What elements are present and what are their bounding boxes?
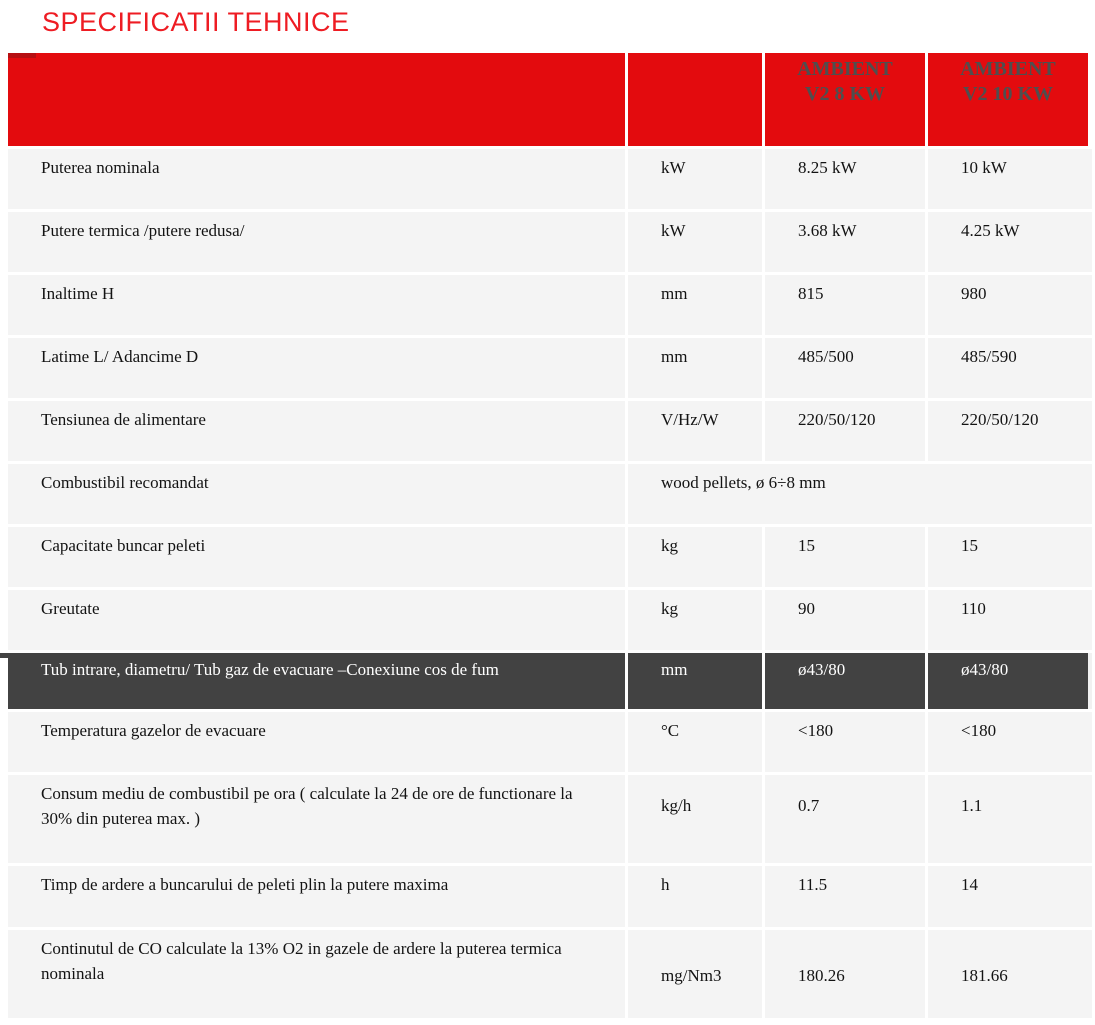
value-10kw-cell: 1.1 [928,775,1092,863]
table-row-fuel: Combustibil recomandat wood pellets, ø 6… [8,464,1095,524]
table-row: Latime L/ Adancime D mm 485/500 485/590 [8,338,1095,398]
header-edge-notch [8,53,36,58]
table-row: Timp de ardere a buncarului de peleti pl… [8,866,1095,927]
value-8kw-cell: ø43/80 [765,653,925,709]
value-8kw-cell: 220/50/120 [765,401,925,461]
unit-cell: kg/h [628,775,762,863]
unit-cell: mm [628,338,762,398]
table-row: Inaltime H mm 815 980 [8,275,1095,335]
table-row: Putere termica /putere redusa/ kW 3.68 k… [8,212,1095,272]
unit-cell: kW [628,149,762,209]
spec-name-cell: Capacitate buncar peleti [8,527,625,587]
unit-cell: kW [628,212,762,272]
value-10kw-cell: 4.25 kW [928,212,1092,272]
table-row: Temperatura gazelor de evacuare °C <180 … [8,712,1095,772]
dark-row-edge-notch [0,653,8,658]
table-row-highlighted: Tub intrare, diametru/ Tub gaz de evacua… [8,653,1095,709]
unit-cell: kg [628,590,762,650]
spec-name-cell: Inaltime H [8,275,625,335]
value-10kw-cell: 980 [928,275,1092,335]
header-product-b-line1: AMBIENT [960,58,1056,80]
unit-cell: V/Hz/W [628,401,762,461]
header-unit-cell [628,53,762,146]
value-10kw-cell: ø43/80 [928,653,1088,709]
value-8kw-cell: 8.25 kW [765,149,925,209]
table-row: Capacitate buncar peleti kg 15 15 [8,527,1095,587]
value-8kw-cell: 90 [765,590,925,650]
value-8kw-cell: <180 [765,712,925,772]
value-10kw-cell: 110 [928,590,1092,650]
unit-cell: mm [628,275,762,335]
spec-name-cell: Tub intrare, diametru/ Tub gaz de evacua… [8,653,625,709]
spec-name-cell: Consum mediu de combustibil pe ora ( cal… [8,775,625,863]
spec-name-cell: Greutate [8,590,625,650]
value-8kw-cell: 0.7 [765,775,925,863]
table-row: Consum mediu de combustibil pe ora ( cal… [8,775,1095,863]
header-product-a-line1: AMBIENT [797,58,893,80]
value-8kw-cell: 180.26 [765,930,925,1018]
table-row: Continutul de CO calculate la 13% O2 in … [8,930,1095,1018]
spec-name-cell: Latime L/ Adancime D [8,338,625,398]
unit-cell: h [628,866,762,927]
page-title: SPECIFICATII TEHNICE [42,7,350,37]
value-8kw-cell: 815 [765,275,925,335]
value-10kw-cell: <180 [928,712,1092,772]
value-8kw-cell: 3.68 kW [765,212,925,272]
unit-cell: mg/Nm3 [628,930,762,1018]
value-10kw-cell: 15 [928,527,1092,587]
value-10kw-cell: 14 [928,866,1092,927]
spec-table: AMBIENT V2 8 KW AMBIENT V2 10 KW Puterea… [0,53,1095,1018]
spec-name-cell: Puterea nominala [8,149,625,209]
unit-cell: °C [628,712,762,772]
header-product-b-line2: V2 10 KW [963,83,1053,105]
spec-name-cell: Combustibil recomandat [8,464,625,524]
table-row: Puterea nominala kW 8.25 kW 10 kW [8,149,1095,209]
spec-name-cell: Continutul de CO calculate la 13% O2 in … [8,930,625,1018]
table-row: Tensiunea de alimentare V/Hz/W 220/50/12… [8,401,1095,461]
merged-value-cell: wood pellets, ø 6÷8 mm [628,464,1092,524]
value-10kw-cell: 220/50/120 [928,401,1092,461]
spec-name-cell: Timp de ardere a buncarului de peleti pl… [8,866,625,927]
header-product-a: AMBIENT V2 8 KW [765,53,925,146]
table-header-row: AMBIENT V2 8 KW AMBIENT V2 10 KW [8,53,1095,146]
spec-name-cell: Putere termica /putere redusa/ [8,212,625,272]
header-product-a-line2: V2 8 KW [805,83,885,105]
value-10kw-cell: 10 kW [928,149,1092,209]
value-10kw-cell: 485/590 [928,338,1092,398]
value-8kw-cell: 485/500 [765,338,925,398]
spec-name-cell: Temperatura gazelor de evacuare [8,712,625,772]
header-param-cell [8,53,625,146]
unit-cell: kg [628,527,762,587]
value-8kw-cell: 11.5 [765,866,925,927]
value-8kw-cell: 15 [765,527,925,587]
value-10kw-cell: 181.66 [928,930,1092,1018]
table-row: Greutate kg 90 110 [8,590,1095,650]
spec-name-cell: Tensiunea de alimentare [8,401,625,461]
unit-cell: mm [628,653,762,709]
header-product-b: AMBIENT V2 10 KW [928,53,1088,146]
